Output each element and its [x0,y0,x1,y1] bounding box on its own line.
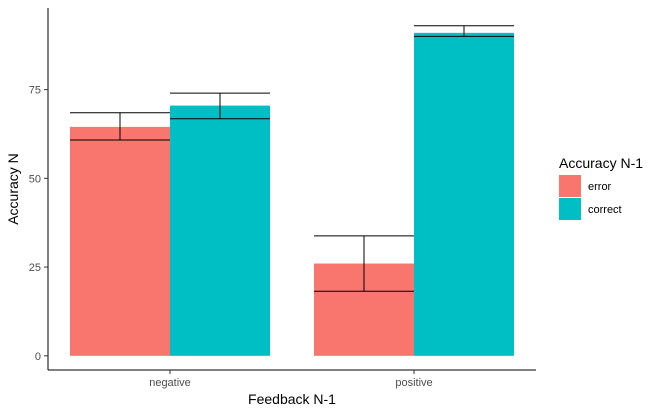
x-axis-title: Feedback N-1 [248,391,336,407]
y-axis-title: Accuracy N [5,153,21,225]
legend-label-error: error [588,181,612,193]
y-tick-label-50: 50 [29,173,41,185]
bar-negative-error [70,126,170,356]
legend-key-error [559,175,581,197]
bar-negative-correct [170,105,270,356]
y-tick-label-75: 75 [29,85,41,97]
y-tick-label-25: 25 [29,262,41,274]
axes: negative positive 0 25 50 75 [29,8,536,389]
y-tick-label-0: 0 [35,351,41,363]
legend-label-correct: correct [588,204,622,216]
legend-title: Accuracy N-1 [559,155,643,171]
x-tick-label-negative: negative [149,377,191,389]
bar-positive-correct [414,32,514,356]
plot-area [70,25,514,356]
legend-key-correct [559,198,581,220]
x-tick-label-positive: positive [395,377,432,389]
legend: Accuracy N-1 error correct [559,155,643,220]
